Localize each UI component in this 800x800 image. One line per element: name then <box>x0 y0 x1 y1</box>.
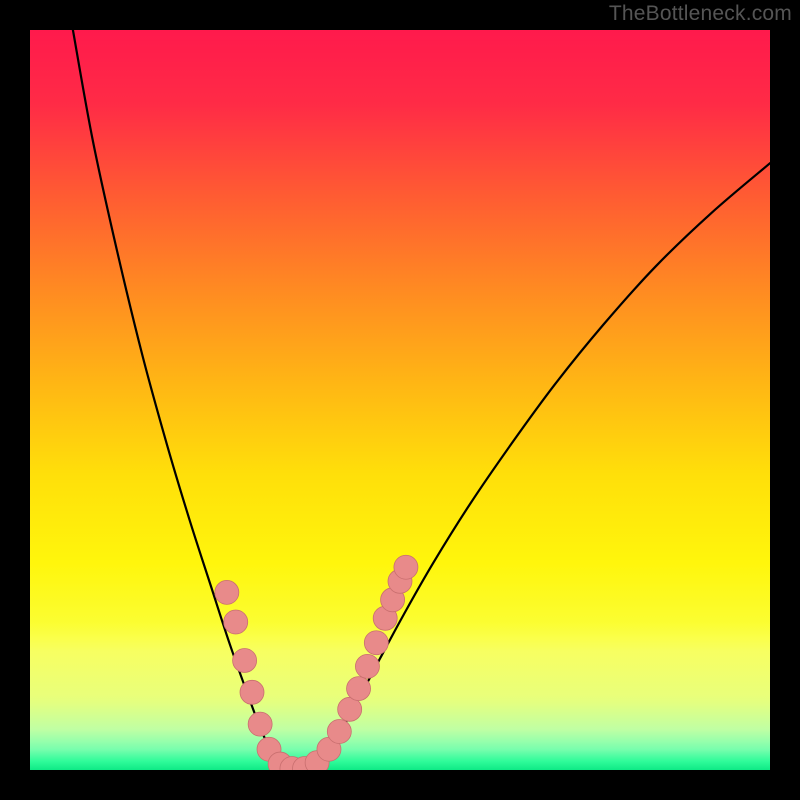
plot-area <box>30 30 770 770</box>
chart-canvas: TheBottleneck.com <box>0 0 800 800</box>
marker-dot <box>327 720 351 744</box>
green-band-overlay <box>30 622 770 770</box>
marker-dot <box>224 610 248 634</box>
marker-dot <box>355 654 379 678</box>
marker-dot <box>248 712 272 736</box>
marker-dot <box>364 631 388 655</box>
marker-dot <box>240 680 264 704</box>
marker-dot <box>394 555 418 579</box>
marker-dot <box>215 580 239 604</box>
marker-dot <box>233 648 257 672</box>
marker-dot <box>347 677 371 701</box>
watermark-text: TheBottleneck.com <box>609 2 792 26</box>
chart-svg <box>30 30 770 770</box>
